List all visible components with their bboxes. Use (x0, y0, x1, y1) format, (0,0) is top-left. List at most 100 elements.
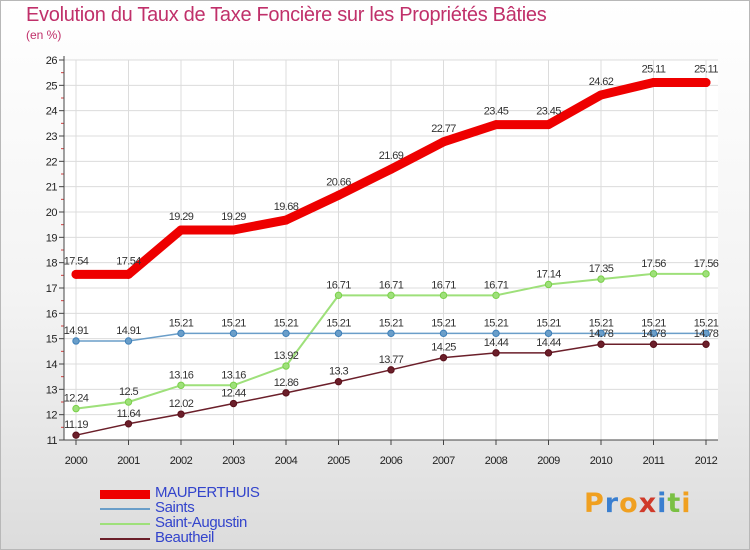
point-mauperthuis-2006 (386, 164, 396, 174)
legend-label-mauperthuis: MAUPERTHUIS (155, 484, 260, 501)
data-label-saints-2008: 15.21 (484, 317, 509, 329)
y-tick-label-22: 22 (46, 156, 58, 168)
point-saints-2009 (544, 329, 553, 338)
data-label-saints-2003: 15.21 (221, 317, 246, 329)
y-tick-label-15: 15 (46, 334, 58, 346)
data-label-mauperthuis-2007: 22.77 (431, 123, 456, 135)
point-beautheil-2006 (387, 366, 395, 374)
data-label-beautheil-2009: 14.44 (536, 337, 561, 349)
x-tick-label-2012: 2012 (695, 455, 718, 467)
data-label-mauperthuis-2010: 24.62 (589, 76, 614, 88)
data-label-saints-2010: 15.21 (589, 317, 614, 329)
y-axis-unit-label: (en %) (26, 28, 62, 42)
data-label-saint-augustin-2008: 16.71 (484, 279, 509, 291)
data-label-mauperthuis-2000: 17.54 (64, 255, 89, 267)
data-label-saints-2007: 15.21 (431, 317, 456, 329)
point-mauperthuis-2008 (491, 120, 501, 130)
point-saint-augustin-2009 (544, 280, 553, 289)
point-beautheil-2000 (72, 431, 80, 439)
data-label-saint-augustin-2003: 13.16 (221, 369, 246, 381)
point-mauperthuis-2009 (544, 120, 553, 130)
data-label-beautheil-2011: 14.78 (641, 328, 666, 340)
point-mauperthuis-2004 (281, 215, 291, 225)
data-label-beautheil-2006: 13.77 (379, 354, 404, 366)
point-saint-augustin-2003 (229, 381, 238, 389)
point-beautheil-2005 (334, 378, 343, 386)
point-saints-2000 (72, 337, 80, 345)
x-tick-label-2008: 2008 (485, 455, 508, 467)
data-label-saints-2011: 15.21 (641, 317, 666, 329)
point-saint-augustin-2002 (177, 381, 185, 389)
data-label-mauperthuis-2001: 17.54 (116, 255, 141, 267)
point-mauperthuis-2001 (124, 269, 133, 279)
logo-letter: P (584, 488, 605, 519)
point-beautheil-2001 (124, 420, 133, 428)
point-saints-2008 (492, 329, 500, 338)
point-saint-augustin-2005 (334, 291, 343, 300)
data-label-beautheil-2000: 11.19 (64, 419, 88, 431)
y-tick-label-21: 21 (46, 182, 58, 194)
point-saints-2001 (124, 337, 133, 345)
x-tick-label-2007: 2007 (432, 455, 455, 467)
data-label-saint-augustin-2001: 12.5 (119, 386, 138, 398)
data-label-beautheil-2012: 14.78 (694, 328, 719, 340)
x-tick-label-2006: 2006 (380, 455, 403, 467)
legend-swatch-mauperthuis (100, 490, 150, 499)
x-tick-label-2000: 2000 (65, 455, 88, 467)
data-label-mauperthuis-2003: 19.29 (221, 211, 246, 223)
point-mauperthuis-2012 (701, 78, 711, 88)
x-tick-label-2010: 2010 (590, 455, 613, 467)
series (71, 78, 711, 439)
data-label-saint-augustin-2010: 17.35 (589, 263, 614, 275)
y-tick-label-26: 26 (46, 55, 58, 67)
data-labels: 11.19 11.64 12.02 12.44 12.86 13.3 13.77 14.25 1… (64, 64, 720, 432)
data-label-saint-augustin-2000: 12.24 (64, 393, 89, 405)
point-beautheil-2008 (492, 349, 500, 357)
data-label-mauperthuis-2006: 21.69 (379, 150, 404, 162)
y-tick-label-11: 11 (47, 435, 58, 447)
grid (64, 59, 718, 441)
x-tick-label-2009: 2009 (537, 455, 560, 467)
legend-swatch-saint-augustin (100, 523, 150, 525)
legend-label-saints: Saints (155, 499, 195, 516)
point-saints-2012 (702, 329, 710, 338)
data-label-beautheil-2007: 14.25 (431, 342, 456, 354)
data-label-mauperthuis-2004: 19.68 (274, 201, 299, 213)
point-saint-augustin-2000 (72, 404, 80, 413)
x-tick-label-2004: 2004 (275, 455, 298, 467)
data-label-saint-augustin-2006: 16.71 (379, 279, 404, 291)
point-beautheil-2010 (597, 340, 605, 348)
data-label-mauperthuis-2005: 20.66 (326, 176, 351, 188)
logo-letter: i (657, 488, 668, 519)
point-saint-augustin-2011 (649, 270, 658, 278)
x-tick-label-2011: 2011 (643, 455, 665, 467)
data-label-mauperthuis-2008: 23.45 (484, 106, 509, 118)
x-tick-label-2005: 2005 (327, 455, 350, 467)
x-tick-label-2003: 2003 (222, 455, 245, 467)
chart-title: Evolution du Taux de Taxe Foncière sur l… (26, 4, 547, 26)
data-label-saint-augustin-2007: 16.71 (431, 279, 456, 291)
point-saints-2010 (597, 329, 605, 338)
data-label-saints-2012: 15.21 (694, 317, 719, 329)
data-label-beautheil-2008: 14.44 (484, 337, 509, 349)
point-saint-augustin-2006 (387, 291, 395, 300)
legend-swatch-saints (100, 508, 150, 510)
point-saint-augustin-2008 (492, 291, 500, 300)
proxiti-logo: Proxiti (584, 488, 692, 519)
point-saints-2007 (439, 329, 448, 338)
point-beautheil-2007 (439, 353, 448, 362)
data-label-saints-2000: 14.91 (64, 325, 89, 337)
data-label-saints-2004: 15.21 (274, 317, 299, 329)
y-tick-label-23: 23 (46, 131, 58, 143)
logo-letter: x (638, 488, 658, 519)
data-label-saints-2009: 15.21 (536, 317, 561, 329)
legend-label-saint-augustin: Saint-Augustin (155, 514, 247, 531)
point-saint-augustin-2004 (282, 362, 290, 370)
y-tick-label-25: 25 (46, 80, 58, 92)
data-label-mauperthuis-2011: 25.11 (642, 64, 666, 76)
point-mauperthuis-2003 (229, 225, 238, 235)
point-saint-augustin-2007 (439, 291, 448, 300)
y-tick-label-24: 24 (46, 106, 58, 118)
point-beautheil-2003 (229, 399, 238, 408)
